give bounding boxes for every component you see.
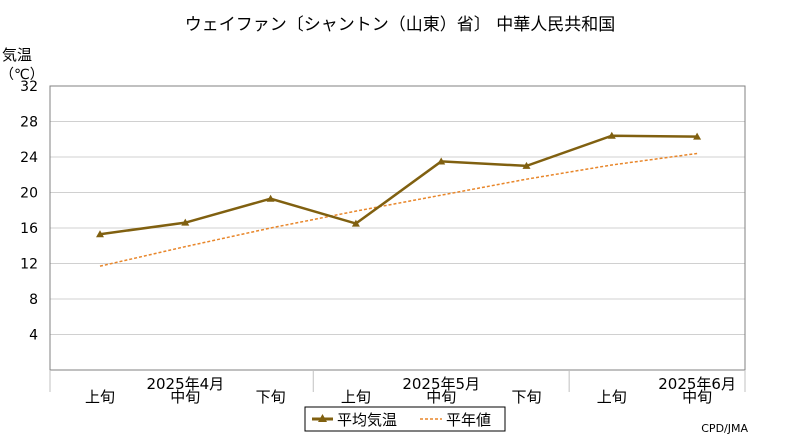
y-tick-label-16: 16	[20, 221, 38, 237]
mean-point-6	[607, 131, 616, 139]
x-tick-label-2: 下旬	[256, 388, 286, 406]
y-tick-label-24: 24	[20, 150, 38, 166]
y-tick-label-32: 32	[20, 79, 38, 95]
grid-lines	[50, 85, 745, 335]
plot-area	[49, 85, 746, 371]
mean-point-2	[266, 194, 275, 202]
series-line-mean	[99, 134, 698, 236]
month-label-0: 2025年4月	[146, 375, 224, 393]
x-tick-label-4: 中旬	[426, 388, 456, 406]
mean-point-5	[522, 161, 531, 169]
mean-point-3	[351, 219, 360, 227]
mean-point-4	[437, 157, 446, 165]
x-tick-label-6: 上旬	[597, 388, 627, 406]
chart-title: ウェイファン〔シャントン（山東）省〕 中華人民共和国	[185, 15, 615, 35]
y-tick-label-4: 4	[29, 328, 38, 344]
x-tick-label-3: 上旬	[341, 388, 371, 406]
y-axis-unit: （℃）	[0, 67, 44, 83]
mean-point-7	[693, 132, 702, 140]
y-tick-label-12: 12	[20, 257, 38, 273]
mean-point-1	[181, 218, 190, 226]
mean-point-0	[96, 230, 104, 238]
y-tick-labels: 4 8 12 16 20 24 28 32	[20, 79, 38, 344]
y-axis-label: 気温	[2, 46, 32, 64]
legend: 平均気温 平年値	[304, 406, 506, 432]
x-tick-label-1: 中旬	[170, 388, 200, 406]
x-tick-label-0: 上旬	[85, 388, 115, 406]
legend-label-mean: 平均気温	[337, 411, 397, 429]
y-tick-label-8: 8	[29, 292, 38, 308]
legend-marker-mean	[318, 414, 327, 422]
legend-label-normal: 平年値	[446, 411, 491, 429]
y-tick-label-20: 20	[20, 186, 38, 202]
x-tick-label-7: 中旬	[682, 388, 712, 406]
y-tick-label-28: 28	[20, 115, 38, 131]
source-credit: CPD/JMA	[701, 422, 748, 435]
legend-box	[304, 406, 506, 432]
series-line-normal	[99, 152, 698, 267]
x-tick-label-5: 下旬	[511, 388, 541, 406]
series-layer	[96, 131, 702, 267]
month-label-1: 2025年5月	[402, 375, 480, 393]
month-label-2: 2025年6月	[658, 375, 736, 393]
